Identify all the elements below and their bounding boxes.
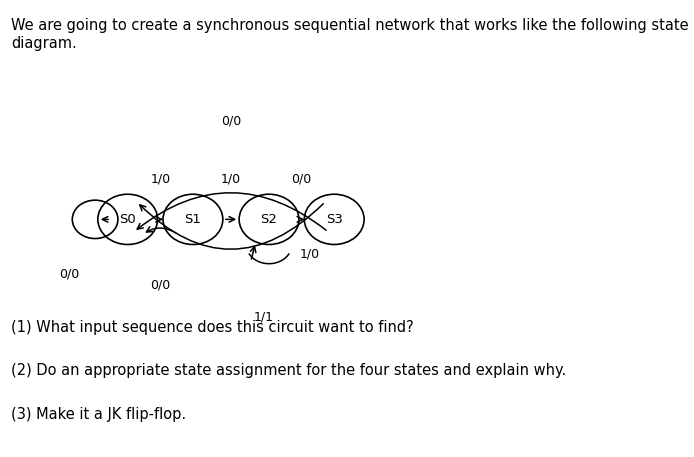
Text: S0: S0 <box>119 213 136 226</box>
Text: 1/1: 1/1 <box>253 311 273 324</box>
Text: (2) Do an appropriate state assignment for the four states and explain why.: (2) Do an appropriate state assignment f… <box>11 363 566 378</box>
Text: 0/0: 0/0 <box>291 172 312 185</box>
Text: 0/0: 0/0 <box>150 279 171 292</box>
Text: (1) What input sequence does this circuit want to find?: (1) What input sequence does this circui… <box>11 320 414 335</box>
Text: 1/0: 1/0 <box>221 172 241 185</box>
Text: 1/0: 1/0 <box>151 172 171 185</box>
Text: We are going to create a synchronous sequential network that works like the foll: We are going to create a synchronous seq… <box>11 18 688 51</box>
Text: 0/0: 0/0 <box>60 267 80 280</box>
Text: (3) Make it a JK flip-flop.: (3) Make it a JK flip-flop. <box>11 407 186 422</box>
Text: 1/0: 1/0 <box>300 248 320 260</box>
Text: 0/0: 0/0 <box>221 115 241 128</box>
Text: S2: S2 <box>260 213 278 226</box>
Text: S1: S1 <box>185 213 201 226</box>
Text: S3: S3 <box>325 213 343 226</box>
